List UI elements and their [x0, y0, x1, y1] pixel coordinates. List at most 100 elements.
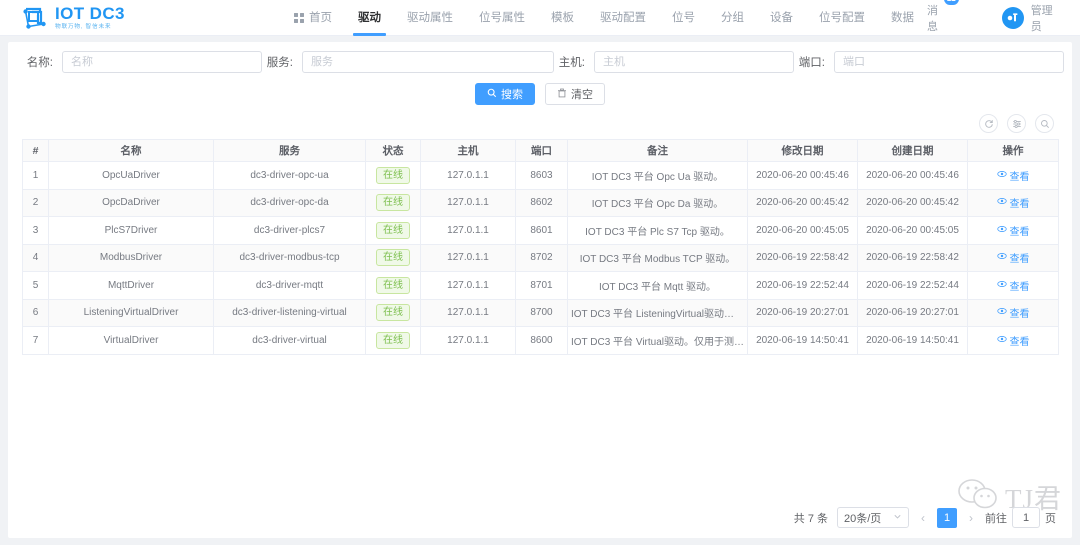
table-row[interactable]: 1 OpcUaDriver dc3-driver-opc-ua 在线 127.0.1.1…	[22, 161, 1059, 190]
nav-item-group[interactable]: 分组	[708, 0, 757, 36]
nav-item-driver-attribute[interactable]: 驱动属性	[394, 0, 466, 36]
nav-item-point-config[interactable]: 位号配置	[806, 0, 878, 36]
view-action-link[interactable]: 查看	[996, 250, 1030, 266]
row-action[interactable]: 查看	[967, 189, 1059, 217]
row-host: 127.0.1.1	[420, 216, 516, 245]
filter-host: 主机:	[554, 51, 794, 73]
view-action-label: 查看	[1009, 171, 1030, 183]
table-row[interactable]: 5 MqttDriver dc3-driver-mqtt 在线 127.0.1.1 870…	[22, 271, 1059, 300]
table-row[interactable]: 4 ModbusDriver dc3-driver-modbus-tcp 在线 127.…	[22, 244, 1059, 272]
view-action-link[interactable]: 查看	[996, 223, 1030, 238]
nav-item-driver[interactable]: 驱动	[345, 0, 394, 36]
table-row[interactable]: 3 PlcS7Driver dc3-driver-plcs7 在线 127.0.1.1 8…	[22, 216, 1059, 245]
search-input-host[interactable]	[594, 51, 794, 73]
table-row[interactable]: 7 VirtualDriver dc3-driver-virtual 在线 127.0.…	[22, 326, 1059, 355]
refresh-icon[interactable]	[979, 114, 998, 133]
filter-port-label: 端口:	[798, 57, 825, 69]
row-service: dc3-driver-opc-ua	[213, 161, 366, 190]
filter-host-label: 主机:	[558, 57, 585, 69]
row-action[interactable]: 查看	[967, 216, 1059, 245]
view-action-link[interactable]: 查看	[996, 305, 1030, 320]
col-modified: 修改日期	[747, 139, 858, 162]
nav-item-label: 驱动配置	[600, 11, 646, 24]
eye-icon	[996, 196, 1007, 209]
row-host: 127.0.1.1	[420, 189, 516, 217]
nav-item-data[interactable]: 数据	[878, 0, 927, 36]
message-button[interactable]: 消息 12	[927, 0, 959, 34]
row-index: 3	[22, 216, 49, 245]
logo[interactable]: IOT DC3 物联万物, 智信未来	[0, 5, 261, 31]
eye-icon	[996, 306, 1007, 319]
eye-icon	[996, 251, 1007, 264]
app-header: IOT DC3 物联万物, 智信未来 首页 驱动 驱动属性 位号属性 模板 驱动…	[0, 0, 1080, 36]
nav-item-device[interactable]: 设备	[757, 0, 806, 36]
row-created: 2020-06-19 20:27:01	[857, 299, 968, 327]
jump-prefix-label: 前往	[985, 512, 1007, 525]
row-action[interactable]: 查看	[967, 326, 1059, 355]
nav-item-driver-config[interactable]: 驱动配置	[587, 0, 659, 36]
table-header-row: # 名称 服务 状态 主机 端口 备注 修改日期 创建日期 操作	[22, 139, 1059, 162]
user-menu[interactable]: 管理员	[1001, 2, 1060, 34]
row-index: 4	[22, 244, 49, 272]
row-index: 5	[22, 271, 49, 300]
row-remark: IOT DC3 平台 Plc S7 Tcp 驱动。	[567, 216, 748, 245]
pagination-prev[interactable]: ‹	[921, 510, 925, 525]
search-button[interactable]: 搜索	[475, 83, 535, 105]
table-row[interactable]: 6 ListeningVirtualDriver dc3-driver-listen…	[22, 299, 1059, 327]
user-name: 管理员	[1030, 4, 1053, 33]
nav-item-label: 位号属性	[479, 11, 525, 24]
filter-service-label: 服务:	[266, 57, 293, 69]
nav-item-template[interactable]: 模板	[538, 0, 587, 36]
search-size-icon[interactable]	[1035, 114, 1054, 133]
view-action-label: 查看	[1009, 336, 1030, 348]
view-action-link[interactable]: 查看	[996, 195, 1030, 210]
filter-name: 名称:	[22, 51, 262, 73]
nav-item-label: 位号	[672, 11, 695, 24]
nav-item-point[interactable]: 位号	[659, 0, 708, 36]
filter-name-label: 名称:	[26, 57, 53, 69]
row-port: 8701	[515, 271, 568, 300]
jump-page-input[interactable]	[1012, 507, 1040, 528]
eye-icon	[996, 334, 1007, 347]
avatar	[1001, 6, 1024, 29]
row-action[interactable]: 查看	[967, 161, 1059, 190]
row-status: 在线	[365, 326, 421, 355]
row-service: dc3-driver-modbus-tcp	[213, 244, 366, 272]
nav-item-point-attribute[interactable]: 位号属性	[466, 0, 538, 36]
search-input-port[interactable]	[834, 51, 1064, 73]
page-size-select[interactable]: 20条/页	[837, 507, 909, 528]
table-row[interactable]: 2 OpcDaDriver dc3-driver-opc-da 在线 127.0.1.1…	[22, 189, 1059, 217]
nav-item-label: 设备	[770, 11, 793, 24]
row-created: 2020-06-20 00:45:05	[857, 216, 968, 245]
nav-item-label: 分组	[721, 11, 744, 24]
grid-icon	[294, 12, 304, 23]
pagination: 共 7 条 20条/页 ‹ 1 › 前往 页	[794, 507, 1056, 528]
row-remark: IOT DC3 平台 Modbus TCP 驱动。	[567, 244, 748, 272]
clear-button[interactable]: 清空	[545, 83, 605, 105]
row-remark: IOT DC3 平台 ListeningVirtual驱动。监听模式。…	[567, 299, 748, 327]
row-host: 127.0.1.1	[420, 326, 516, 355]
nav-item-home[interactable]: 首页	[281, 0, 345, 36]
search-input-service[interactable]	[302, 51, 554, 73]
row-action[interactable]: 查看	[967, 271, 1059, 300]
row-service: dc3-driver-mqtt	[213, 271, 366, 300]
row-remark: IOT DC3 平台 Opc Da 驱动。	[567, 189, 748, 217]
view-action-label: 查看	[1009, 254, 1030, 266]
view-action-link[interactable]: 查看	[996, 278, 1030, 293]
row-action[interactable]: 查看	[967, 299, 1059, 327]
nav-item-label: 数据	[891, 11, 914, 24]
row-name: OpcDaDriver	[48, 189, 214, 217]
clear-button-label: 清空	[571, 89, 593, 101]
main-nav: 首页 驱动 驱动属性 位号属性 模板 驱动配置 位号 分组 设备 位号配置 数据	[261, 0, 927, 36]
row-action[interactable]: 查看	[967, 244, 1059, 272]
col-status: 状态	[365, 139, 421, 162]
column-settings-icon[interactable]	[1007, 114, 1026, 133]
search-input-name[interactable]	[62, 51, 262, 73]
row-created: 2020-06-19 22:52:44	[857, 271, 968, 300]
view-action-link[interactable]: 查看	[996, 333, 1030, 348]
pagination-page-1[interactable]: 1	[937, 507, 957, 528]
view-action-link[interactable]: 查看	[996, 168, 1030, 183]
status-badge: 在线	[376, 276, 410, 294]
pagination-next[interactable]: ›	[969, 510, 973, 525]
status-badge: 在线	[376, 304, 410, 322]
